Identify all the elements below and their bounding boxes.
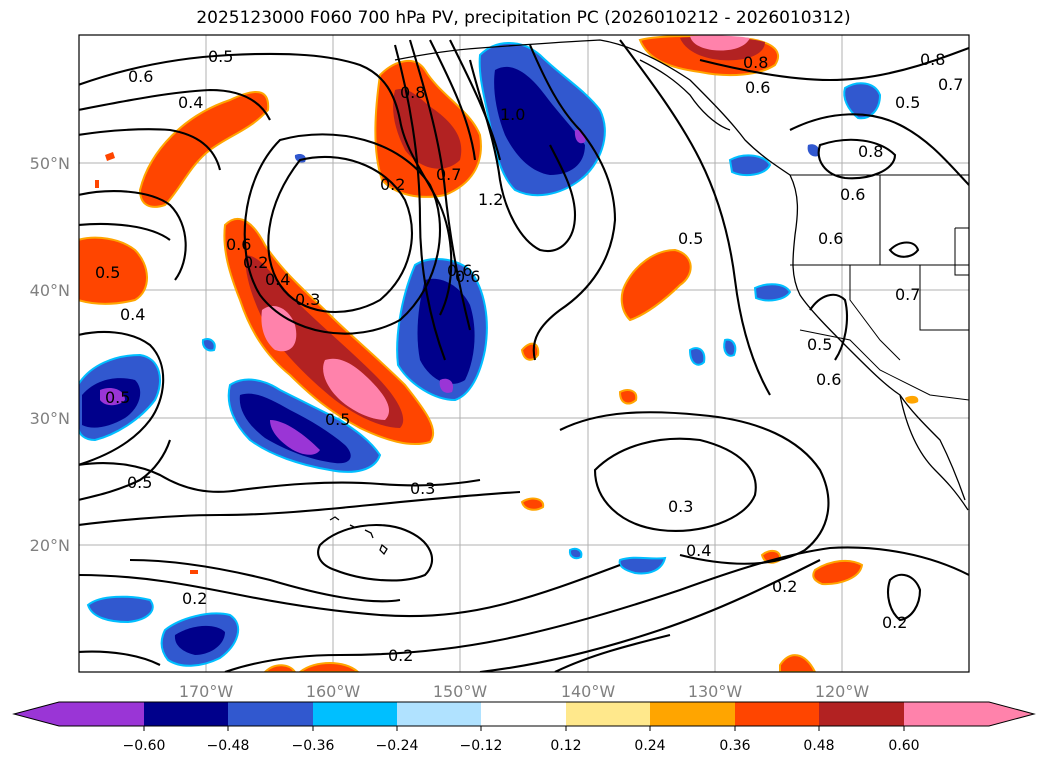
colorbar-segment (144, 702, 228, 726)
colorbar-segment (650, 702, 735, 726)
borders (790, 174, 969, 401)
contour-label: 0.7 (436, 165, 461, 184)
colorbar-tick: 0.36 (719, 738, 750, 754)
contour-label: 0.6 (128, 67, 153, 86)
contour-label: 0.2 (388, 646, 413, 665)
lat-tick: 50°N (30, 154, 70, 173)
contour-label: 0.3 (410, 479, 435, 498)
contour-label: 0.4 (120, 305, 145, 324)
lon-tick: 150°W (433, 682, 488, 701)
colorbar-tick: 0.48 (803, 738, 834, 754)
contour-label: 0.6 (745, 78, 770, 97)
contour-label: 0.2 (243, 253, 268, 272)
contour-label: 0.5 (678, 229, 703, 248)
contour-label: 0.5 (807, 335, 832, 354)
coastlines (329, 39, 969, 556)
lon-tick: 120°W (815, 682, 870, 701)
contour-label: 0.8 (920, 50, 945, 69)
map-frame (78, 34, 970, 673)
contour-label: 1.2 (478, 190, 503, 209)
contour-label: 0.6 (818, 229, 843, 248)
colorbar-extend-min (14, 702, 59, 726)
contour-label: 0.6 (226, 235, 251, 254)
contour-label: 0.4 (686, 541, 711, 560)
lat-tick: 40°N (30, 281, 70, 300)
contour-label: 0.8 (858, 142, 883, 161)
lon-tick-labels: 170°W 160°W 150°W 140°W 130°W 120°W (179, 682, 870, 701)
contour-label: 0.6 (455, 267, 480, 286)
contour-label: 0.6 (447, 261, 472, 280)
colorbar: −0.60 −0.48 −0.36 −0.24 −0.12 0.12 0.24 … (12, 701, 1036, 754)
contour-label: 0.8 (400, 83, 425, 102)
colorbar-segment (566, 702, 650, 726)
contour-label: 0.2 (182, 589, 207, 608)
contour-label: 0.2 (772, 577, 797, 596)
contour-label: 0.5 (95, 263, 120, 282)
lon-tick: 130°W (688, 682, 743, 701)
colorbar-segment (397, 702, 481, 726)
contour-label: 0.4 (178, 93, 203, 112)
colorbar-segment (228, 702, 313, 726)
contour-label: 0.5 (127, 473, 152, 492)
figure-title: 2025123000 F060 700 hPa PV, precipitatio… (196, 8, 851, 28)
lon-tick: 140°W (561, 682, 616, 701)
colorbar-tick: 0.12 (550, 738, 581, 754)
contour-label: 0.6 (840, 185, 865, 204)
contour-label: 0.5 (325, 410, 350, 429)
lon-tick: 160°W (306, 682, 361, 701)
map-content: 0.6 0.5 0.4 0.2 0.8 1.0 1.2 0.7 0.6 0.4 … (79, 35, 969, 672)
contour-label: 0.2 (380, 175, 405, 194)
colorbar-tick: −0.36 (292, 738, 335, 754)
contour-label: 0.5 (895, 93, 920, 112)
contour-labels: 0.6 0.5 0.4 0.2 0.8 1.0 1.2 0.7 0.6 0.4 … (95, 47, 963, 665)
contour-label: 0.5 (105, 388, 130, 407)
colorbar-segment (904, 702, 989, 726)
contour-label: 0.4 (265, 270, 290, 289)
precip-negative-areas (79, 42, 882, 667)
colorbar-tick: 0.24 (634, 738, 665, 754)
colorbar-outline (12, 701, 1036, 727)
colorbar-tick: −0.48 (207, 738, 250, 754)
lat-tick-labels: 50°N 40°N 30°N 20°N (30, 154, 70, 555)
colorbar-segment (59, 702, 144, 726)
contour-label: 0.2 (882, 613, 907, 632)
lon-tick: 170°W (179, 682, 234, 701)
colorbar-extend-max (989, 702, 1034, 726)
colorbar-tick: −0.60 (123, 738, 166, 754)
contour-label: 0.7 (895, 285, 920, 304)
contour-label: 0.7 (938, 75, 963, 94)
contour-label: 0.5 (208, 47, 233, 66)
contour-label: 0.6 (816, 370, 841, 389)
colorbar-tick: −0.24 (376, 738, 419, 754)
colorbar-segment (819, 702, 904, 726)
lat-tick: 20°N (30, 536, 70, 555)
colorbar-tick: 0.60 (888, 738, 919, 754)
colorbar-segment (735, 702, 819, 726)
colorbar-tick: −0.12 (460, 738, 503, 754)
contour-label: 1.0 (500, 105, 525, 124)
contour-label: 0.3 (668, 497, 693, 516)
lat-tick: 30°N (30, 409, 70, 428)
colorbar-segment (313, 702, 397, 726)
colorbar-segment (481, 702, 566, 726)
contour-label: 0.3 (295, 290, 320, 309)
contour-label: 0.8 (743, 53, 768, 72)
pv-contours (79, 39, 969, 672)
